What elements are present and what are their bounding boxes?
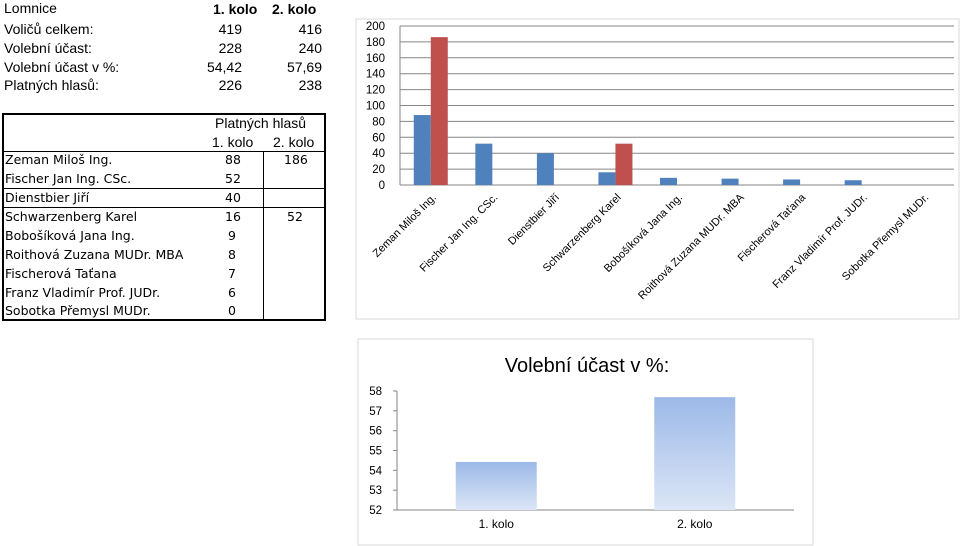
x-tick-label: 1. kolo xyxy=(479,517,515,531)
bar xyxy=(721,178,739,185)
candidate-votes-2: 52 xyxy=(287,209,303,224)
bar xyxy=(430,37,448,185)
candidate-votes-1: 0 xyxy=(228,303,236,318)
summary-row-label: Volební účast: xyxy=(4,40,92,56)
bar xyxy=(654,397,736,510)
candidate-name: Franz Vladimír Prof. JUDr. xyxy=(5,285,161,300)
candidate-name: Dienstbier Jiří xyxy=(5,190,90,205)
y-tick-label: 160 xyxy=(366,53,385,65)
summary-row-label: Voličů celkem: xyxy=(4,21,94,37)
bar xyxy=(844,180,862,185)
candidates-table xyxy=(2,113,326,321)
y-tick-label: 52 xyxy=(369,505,382,517)
y-tick-label: 57 xyxy=(369,406,382,418)
table-divider xyxy=(3,151,325,152)
y-tick-label: 55 xyxy=(369,446,382,458)
table-divider xyxy=(3,188,325,189)
bar xyxy=(475,143,493,185)
candidate-votes-1: 9 xyxy=(228,228,236,243)
y-tick-label: 200 xyxy=(366,21,385,33)
summary-row-value-2: 57,69 xyxy=(286,59,322,75)
y-tick-label: 120 xyxy=(366,85,385,97)
candidates-col2-header: 2. kolo xyxy=(273,134,315,150)
summary-col2-header: 2. kolo xyxy=(272,1,317,17)
summary-row-value-1: 54,42 xyxy=(206,59,242,75)
municipality-title: Lomnice xyxy=(4,0,57,16)
turnout-bar-chart: Volební účast v %: 52 53 54 55 56 57 58 1. kolo 2… xyxy=(357,338,814,546)
candidate-votes-1: 88 xyxy=(225,152,241,167)
y-tick-label: 53 xyxy=(369,485,382,497)
bar xyxy=(615,143,633,185)
y-tick-label: 140 xyxy=(366,69,385,81)
candidates-col1-header: 1. kolo xyxy=(212,134,254,150)
summary-row-value-2: 238 xyxy=(298,77,322,93)
candidate-votes-1: 52 xyxy=(225,171,241,186)
candidate-name: Fischer Jan Ing. CSc. xyxy=(5,171,132,186)
summary-row-label: Volební účast v %: xyxy=(4,59,120,75)
candidate-votes-1: 16 xyxy=(225,209,241,224)
candidate-name: Fischerová Taťana xyxy=(5,266,117,281)
y-tick-label: 0 xyxy=(379,180,385,192)
candidates-table-header: Platných hlasů xyxy=(215,115,307,131)
bar xyxy=(598,172,616,185)
candidate-votes-1: 8 xyxy=(228,247,236,262)
summary-row-value-2: 240 xyxy=(298,40,322,56)
bar xyxy=(783,179,801,185)
y-tick-label: 54 xyxy=(369,465,382,477)
x-tick-label: 2. kolo xyxy=(677,517,713,531)
summary-row-value-2: 416 xyxy=(298,21,322,37)
summary-row-value-1: 419 xyxy=(218,21,242,37)
candidate-name: Zeman Miloš Ing. xyxy=(5,152,113,167)
bar xyxy=(413,115,431,185)
summary-row-label: Platných hlasů: xyxy=(4,77,99,93)
candidate-name: Bobošíková Jana Ing. xyxy=(5,228,135,243)
y-tick-label: 58 xyxy=(369,386,382,398)
table-divider xyxy=(3,207,325,208)
y-tick-label: 20 xyxy=(372,164,385,176)
chart-title: Volební účast v %: xyxy=(505,355,670,377)
y-tick-label: 180 xyxy=(366,37,385,49)
candidate-votes-1: 40 xyxy=(225,190,241,205)
bar xyxy=(455,462,537,510)
y-tick-label: 100 xyxy=(366,101,385,113)
y-tick-label: 60 xyxy=(372,132,385,144)
candidate-votes-2: 186 xyxy=(284,152,308,167)
candidate-name: Sobotka Přemysl MUDr. xyxy=(5,303,151,318)
y-tick-label: 80 xyxy=(372,116,385,128)
candidate-name: Roithová Zuzana MUDr. MBA xyxy=(5,247,184,262)
table-divider xyxy=(263,151,264,320)
candidate-votes-1: 6 xyxy=(228,285,236,300)
candidate-votes-1: 7 xyxy=(228,266,236,281)
y-tick-label: 40 xyxy=(372,148,385,160)
candidate-name: Schwarzenberg Karel xyxy=(5,209,138,224)
y-tick-label: 56 xyxy=(369,426,382,438)
summary-row-value-1: 228 xyxy=(218,40,242,56)
bar xyxy=(660,177,677,185)
bar xyxy=(536,153,554,185)
summary-col1-header: 1. kolo xyxy=(213,1,258,17)
summary-row-value-1: 226 xyxy=(218,77,242,93)
chart-frame xyxy=(357,338,814,546)
